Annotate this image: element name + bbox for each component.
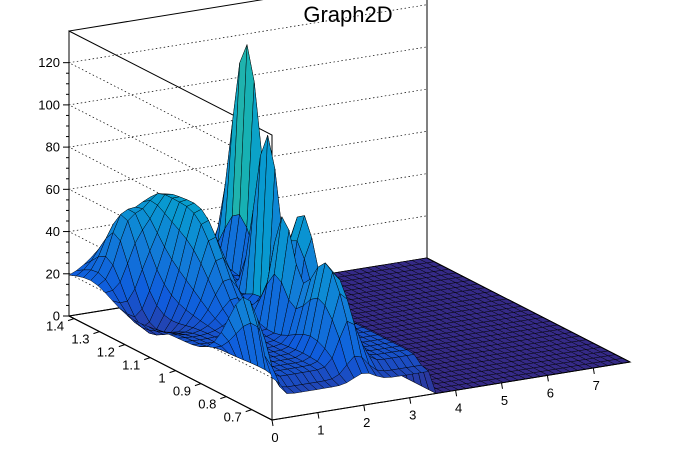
y-tick-label: 0.7 xyxy=(224,410,242,425)
x-tick-label: 4 xyxy=(455,400,462,415)
y-tick xyxy=(144,357,151,361)
x-tick-label: 7 xyxy=(593,378,600,393)
x-axis-line xyxy=(271,361,631,421)
floor-right-edge xyxy=(426,257,631,363)
y-tick-label: 1.2 xyxy=(97,345,115,360)
y-tick-label: 1.4 xyxy=(46,319,64,334)
x-tick xyxy=(546,375,549,382)
x-tick-label: 1 xyxy=(317,423,324,438)
x-tick xyxy=(409,397,412,404)
y-tick xyxy=(220,396,227,400)
chart-title: Graph2D xyxy=(303,2,393,27)
x-tick-label: 2 xyxy=(363,415,370,430)
y-tick xyxy=(169,370,176,374)
y-tick xyxy=(118,344,125,348)
z-tick-label: 20 xyxy=(46,266,60,281)
y-tick-label: 1 xyxy=(158,371,165,386)
z-tick-label: 120 xyxy=(38,55,60,70)
x-tick xyxy=(317,412,320,419)
x-tick-label: 0 xyxy=(271,430,278,445)
x-tick xyxy=(271,419,274,427)
z-tick-label: 100 xyxy=(38,97,60,112)
x-tick xyxy=(455,390,458,397)
y-tick xyxy=(93,331,100,335)
z-tick-label: 0 xyxy=(53,309,60,324)
y-tick xyxy=(194,383,202,387)
x-tick xyxy=(363,405,366,412)
x-tick xyxy=(592,367,595,375)
y-tick xyxy=(67,318,75,322)
x-tick-label: 6 xyxy=(547,385,554,400)
y-tick-label: 1.3 xyxy=(71,332,89,347)
y-tick-label: 0.9 xyxy=(173,384,191,399)
y-tick-label: 0.8 xyxy=(198,397,216,412)
y-axis-line xyxy=(68,315,273,421)
y-tick-label: 1.1 xyxy=(122,358,140,373)
z-tick-label: 60 xyxy=(46,182,60,197)
x-tick-label: 5 xyxy=(501,393,508,408)
surface-facet xyxy=(264,355,280,384)
z-tick-label: 40 xyxy=(46,224,60,239)
x-tick xyxy=(500,382,503,389)
z-tick-label: 80 xyxy=(46,140,60,155)
x-tick-label: 3 xyxy=(409,408,416,423)
y-tick xyxy=(245,409,252,413)
